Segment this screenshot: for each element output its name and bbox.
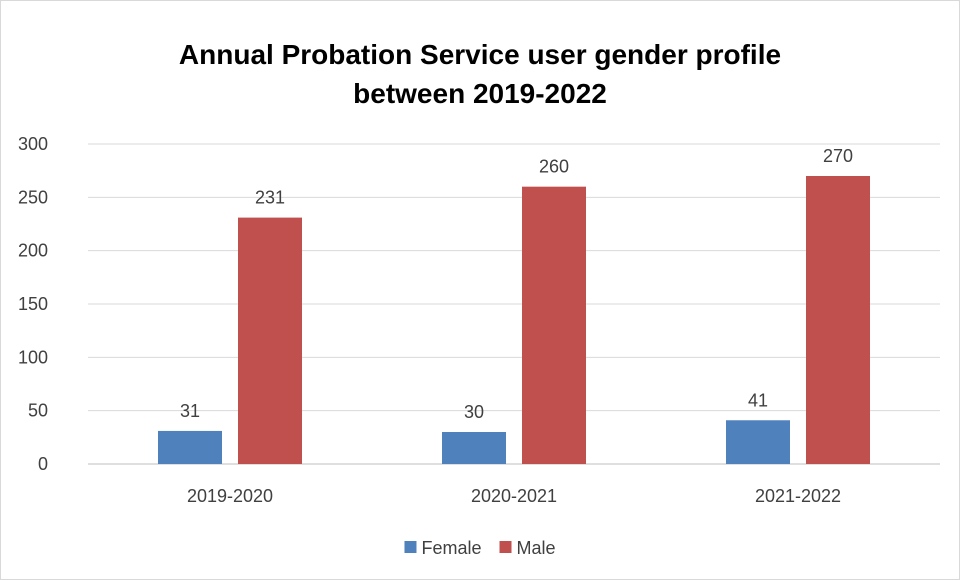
chart-title-line: between 2019-2022 — [353, 78, 607, 109]
y-axis: 0 50 100 150 200 250 300 — [18, 134, 48, 474]
bar-male — [522, 186, 586, 464]
bar-female — [158, 430, 222, 464]
x-axis: 2019-2020 2020-2021 2021-2022 — [187, 486, 841, 506]
y-tick-label: 250 — [18, 187, 48, 207]
bar-female — [442, 432, 506, 464]
x-tick-label: 2019-2020 — [187, 486, 273, 506]
legend-swatch-male — [499, 541, 512, 553]
legend-label: Female — [421, 538, 481, 558]
data-label: 30 — [464, 402, 484, 422]
chart-title-line: Annual Probation Service user gender pro… — [179, 39, 781, 70]
bar-male — [238, 217, 302, 464]
y-tick-label: 50 — [28, 401, 48, 421]
y-tick-label: 300 — [18, 134, 48, 154]
x-tick-label: 2020-2021 — [471, 486, 557, 506]
bar-female — [726, 420, 790, 464]
legend-swatch-female — [404, 541, 417, 553]
y-tick-label: 0 — [38, 454, 48, 474]
legend: Female Male — [404, 538, 556, 558]
gridlines — [88, 143, 940, 465]
x-tick-label: 2021-2022 — [755, 486, 841, 506]
data-labels: 31 231 30 260 41 270 — [180, 146, 853, 422]
data-label: 231 — [255, 188, 285, 208]
y-tick-label: 150 — [18, 294, 48, 314]
legend-label: Male — [517, 538, 556, 558]
data-label: 260 — [539, 157, 569, 177]
data-label: 41 — [748, 390, 768, 410]
chart-title: Annual Probation Service user gender pro… — [179, 39, 781, 109]
data-label: 31 — [180, 401, 200, 421]
bar-male — [806, 176, 870, 464]
y-tick-label: 200 — [18, 241, 48, 261]
y-tick-label: 100 — [18, 347, 48, 367]
data-label: 270 — [823, 146, 853, 166]
bars — [158, 176, 870, 464]
